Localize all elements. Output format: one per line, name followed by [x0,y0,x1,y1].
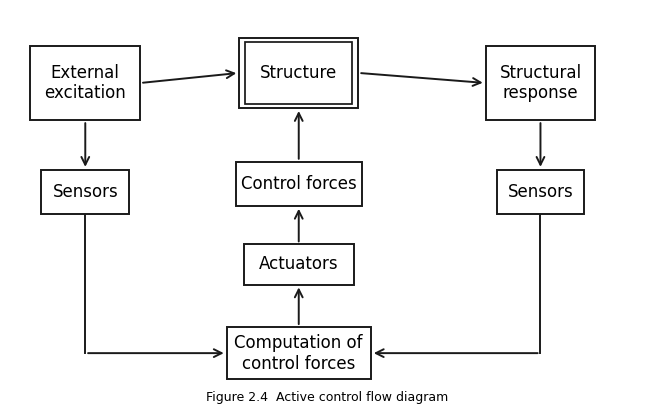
Bar [244,244,354,285]
Bar [239,38,358,108]
Bar [226,327,371,379]
Text: Structural
response: Structural response [500,63,581,102]
Bar [496,170,585,214]
Bar [485,46,595,120]
Bar [236,162,362,206]
Text: Control forces: Control forces [241,175,356,193]
Bar [41,170,129,214]
Text: Sensors: Sensors [508,183,574,201]
Text: Actuators: Actuators [259,255,339,273]
Bar [30,46,140,120]
Text: Structure: Structure [260,64,337,82]
Text: Figure 2.4  Active control flow diagram: Figure 2.4 Active control flow diagram [206,391,448,404]
Text: External
excitation: External excitation [44,63,126,102]
Text: Computation of
control forces: Computation of control forces [235,334,363,373]
Bar [245,42,352,104]
Text: Sensors: Sensors [52,183,118,201]
